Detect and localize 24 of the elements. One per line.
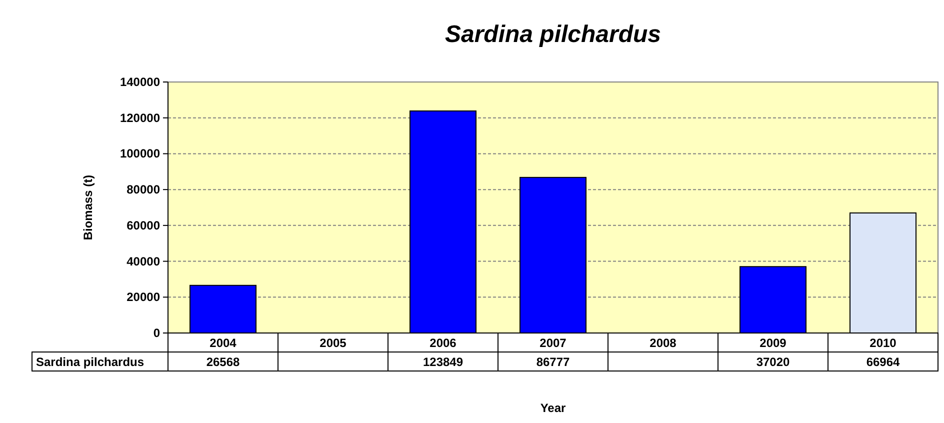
y-tick-label: 20000 xyxy=(126,290,160,304)
x-axis-title: Year xyxy=(540,401,566,415)
data-label: 37020 xyxy=(756,355,790,369)
x-tick-label: 2007 xyxy=(540,336,567,350)
x-tick-label: 2010 xyxy=(870,336,897,350)
y-tick-label: 100000 xyxy=(120,146,160,161)
y-tick-label: 140000 xyxy=(120,75,160,89)
x-tick-label: 2006 xyxy=(430,336,457,350)
chart-title: Sardina pilchardus xyxy=(444,21,662,48)
x-tick-label: 2004 xyxy=(210,336,237,350)
y-tick-label: 40000 xyxy=(126,254,160,268)
y-axis-title: Biomass (t) xyxy=(81,174,95,240)
data-label: 26568 xyxy=(206,355,240,369)
data-label: 86777 xyxy=(536,355,570,369)
data-label: 66964 xyxy=(866,355,900,369)
x-tick-label: 2009 xyxy=(760,336,787,350)
y-tick-label: 60000 xyxy=(126,218,160,232)
x-tick-label: 2005 xyxy=(320,336,347,350)
text: Sardina pilchardus xyxy=(36,355,144,369)
x-tick-label: 2008 xyxy=(650,336,677,350)
y-tick-label: 0 xyxy=(153,326,160,340)
y-tick-label: 80000 xyxy=(126,182,160,197)
y-tick-label: 120000 xyxy=(120,110,160,125)
data-label: 123849 xyxy=(422,355,464,369)
